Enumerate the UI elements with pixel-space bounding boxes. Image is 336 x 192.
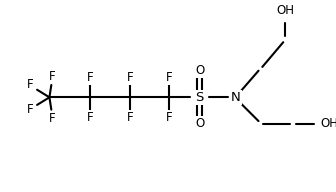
Text: OH: OH (276, 4, 294, 17)
Text: OH: OH (321, 118, 336, 130)
Text: O: O (195, 118, 204, 130)
Text: F: F (49, 112, 55, 125)
Text: F: F (127, 71, 133, 84)
Text: F: F (166, 71, 172, 84)
Text: O: O (195, 64, 204, 77)
Text: F: F (87, 71, 94, 84)
Text: F: F (27, 79, 34, 91)
Text: F: F (166, 111, 172, 124)
Text: F: F (127, 111, 133, 124)
Text: F: F (27, 103, 34, 116)
Text: S: S (196, 91, 204, 104)
Text: N: N (231, 91, 241, 104)
Text: F: F (49, 70, 55, 83)
Text: F: F (87, 111, 94, 124)
